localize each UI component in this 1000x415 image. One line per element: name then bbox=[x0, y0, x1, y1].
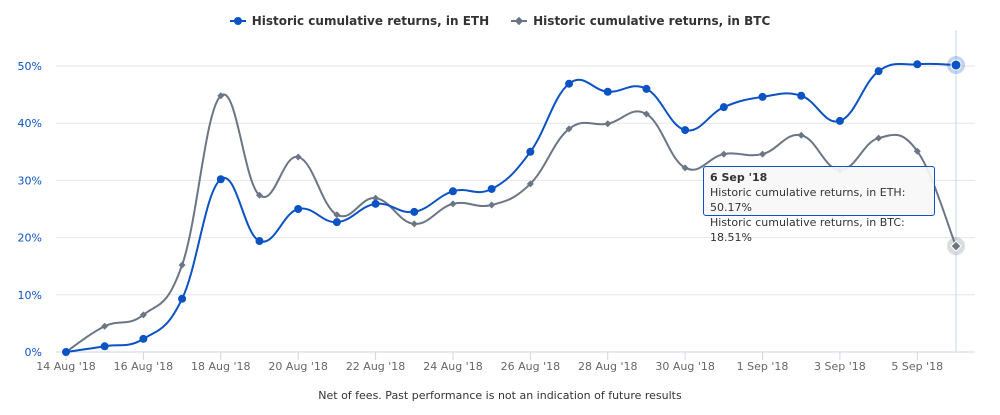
data-point bbox=[139, 311, 147, 319]
data-point bbox=[448, 187, 457, 196]
data-point bbox=[255, 237, 264, 246]
data-point bbox=[565, 79, 574, 88]
x-tick-label: 3 Sep '18 bbox=[814, 360, 866, 373]
data-point bbox=[526, 180, 534, 188]
data-point bbox=[371, 199, 380, 208]
data-point bbox=[950, 240, 962, 252]
x-tick-label: 18 Aug '18 bbox=[191, 360, 251, 373]
x-tick-label: 26 Aug '18 bbox=[501, 360, 561, 373]
data-point bbox=[101, 322, 109, 330]
data-point bbox=[603, 87, 612, 96]
data-point bbox=[642, 110, 650, 118]
x-tick-label: 24 Aug '18 bbox=[423, 360, 483, 373]
data-point bbox=[719, 103, 728, 112]
data-point bbox=[720, 150, 728, 158]
data-point bbox=[139, 334, 148, 343]
tooltip-date: 6 Sep '18 bbox=[710, 171, 768, 184]
data-point bbox=[178, 294, 187, 303]
y-tick-label: 0% bbox=[25, 346, 42, 359]
data-point bbox=[294, 153, 302, 161]
footnote: Net of fees. Past performance is not an … bbox=[318, 389, 682, 402]
data-point bbox=[950, 59, 962, 71]
tooltip-eth: Historic cumulative returns, in ETH: 50.… bbox=[710, 186, 906, 214]
legend-label: Historic cumulative returns, in ETH bbox=[251, 14, 490, 28]
y-tick-label: 50% bbox=[18, 60, 42, 73]
data-point bbox=[217, 92, 225, 100]
data-point bbox=[642, 84, 651, 93]
data-point bbox=[913, 147, 921, 155]
data-point bbox=[100, 342, 109, 351]
data-point bbox=[332, 218, 341, 227]
x-tick-label: 1 Sep '18 bbox=[737, 360, 789, 373]
data-point bbox=[797, 91, 806, 100]
x-tick-label: 5 Sep '18 bbox=[891, 360, 943, 373]
data-point bbox=[835, 116, 844, 125]
data-point bbox=[797, 131, 805, 139]
data-point bbox=[874, 67, 883, 76]
x-tick-label: 16 Aug '18 bbox=[114, 360, 174, 373]
x-tick-label: 30 Aug '18 bbox=[655, 360, 715, 373]
y-tick-label: 10% bbox=[18, 289, 42, 302]
legend: Historic cumulative returns, in ETH Hist… bbox=[0, 14, 1000, 28]
data-point bbox=[333, 211, 341, 219]
data-point bbox=[759, 150, 767, 158]
data-point bbox=[178, 261, 186, 269]
data-point bbox=[487, 184, 496, 193]
data-point bbox=[255, 191, 263, 199]
data-point bbox=[449, 200, 457, 208]
data-point bbox=[62, 348, 70, 356]
legend-label: Historic cumulative returns, in BTC bbox=[533, 14, 771, 28]
legend-item-btc[interactable]: Historic cumulative returns, in BTC bbox=[511, 14, 770, 28]
x-tick-label: 20 Aug '18 bbox=[268, 360, 328, 373]
tooltip: 6 Sep '18 Historic cumulative returns, i… bbox=[703, 166, 935, 244]
y-tick-label: 30% bbox=[18, 174, 42, 187]
data-point bbox=[565, 125, 573, 133]
data-point bbox=[294, 205, 303, 213]
data-point bbox=[488, 201, 496, 209]
y-tick-label: 40% bbox=[18, 117, 42, 130]
data-point bbox=[526, 147, 535, 156]
data-point bbox=[875, 134, 883, 142]
data-point bbox=[410, 207, 419, 216]
y-tick-label: 20% bbox=[18, 232, 42, 245]
data-point bbox=[913, 60, 922, 69]
data-point bbox=[216, 175, 225, 184]
legend-item-eth[interactable]: Historic cumulative returns, in ETH bbox=[229, 14, 490, 28]
data-point bbox=[604, 120, 612, 128]
data-point bbox=[410, 220, 418, 228]
legend-circle-icon bbox=[229, 15, 246, 27]
data-point bbox=[681, 126, 690, 135]
data-point bbox=[758, 92, 767, 101]
x-tick-label: 28 Aug '18 bbox=[578, 360, 638, 373]
x-tick-label: 22 Aug '18 bbox=[346, 360, 406, 373]
data-point bbox=[681, 164, 689, 172]
legend-diamond-icon bbox=[511, 15, 528, 27]
tooltip-btc: Historic cumulative returns, in BTC: 18.… bbox=[710, 216, 905, 244]
data-point bbox=[372, 194, 380, 202]
x-tick-label: 14 Aug '18 bbox=[36, 360, 96, 373]
